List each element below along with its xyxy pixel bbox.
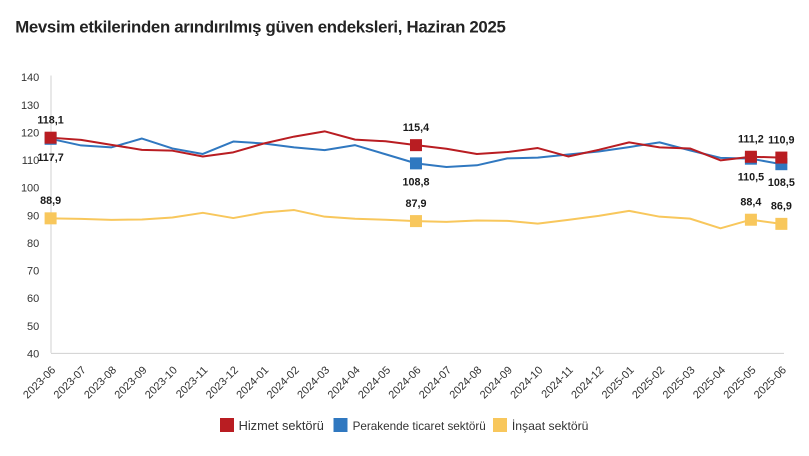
- svg-text:140: 140: [21, 72, 39, 84]
- svg-text:120: 120: [21, 127, 39, 139]
- svg-text:80: 80: [27, 238, 39, 250]
- svg-text:87,9: 87,9: [405, 198, 426, 210]
- svg-text:110,9: 110,9: [768, 134, 794, 146]
- svg-text:50: 50: [27, 321, 39, 333]
- svg-text:118,1: 118,1: [37, 114, 63, 126]
- svg-text:108,5: 108,5: [768, 177, 795, 189]
- svg-text:111,2: 111,2: [738, 133, 764, 145]
- svg-text:108,8: 108,8: [402, 176, 429, 188]
- svg-text:Perakende ticaret sektörü: Perakende ticaret sektörü: [353, 420, 486, 433]
- svg-text:100: 100: [21, 183, 39, 195]
- svg-text:İnşaat sektörü: İnşaat sektörü: [512, 419, 589, 433]
- svg-text:60: 60: [27, 293, 39, 305]
- svg-text:70: 70: [27, 266, 39, 278]
- svg-text:Mevsim etkilerinden arındırılm: Mevsim etkilerinden arındırılmış güven e…: [15, 18, 505, 37]
- svg-text:88,4: 88,4: [740, 196, 761, 208]
- svg-text:110: 110: [22, 155, 40, 167]
- svg-text:110,5: 110,5: [738, 172, 764, 184]
- svg-text:Hizmet sektörü: Hizmet sektörü: [239, 418, 324, 433]
- svg-text:86,9: 86,9: [771, 201, 792, 213]
- svg-text:130: 130: [21, 100, 39, 112]
- svg-text:90: 90: [27, 210, 39, 222]
- svg-text:115,4: 115,4: [403, 122, 429, 134]
- svg-text:88,9: 88,9: [40, 195, 61, 207]
- svg-text:117,7: 117,7: [37, 152, 63, 164]
- svg-text:40: 40: [27, 348, 39, 360]
